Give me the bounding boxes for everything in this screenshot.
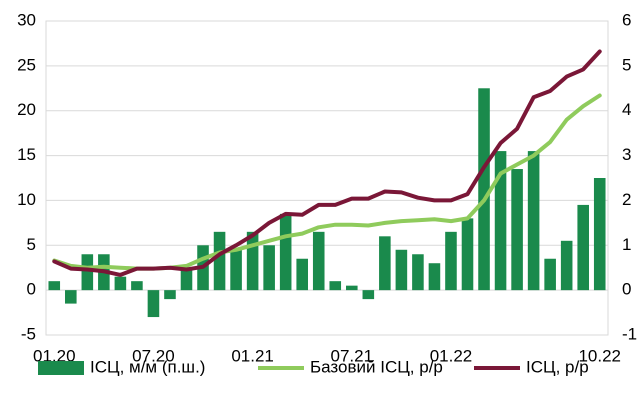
- bar: [114, 276, 127, 291]
- bar: [147, 290, 160, 318]
- bar: [395, 249, 408, 291]
- bar: [329, 281, 342, 291]
- bar: [296, 258, 308, 291]
- y-tick-label: 5: [27, 235, 36, 254]
- y2-tick-label: 2: [622, 190, 631, 209]
- bar: [279, 213, 292, 291]
- y2-tick-label: 3: [622, 145, 631, 164]
- bar: [213, 231, 226, 291]
- legend-label: Базовий ІСЦ, р/р: [310, 357, 443, 376]
- bar: [81, 254, 94, 291]
- bar: [593, 178, 606, 291]
- bar: [263, 245, 275, 291]
- bar: [511, 169, 523, 291]
- y2-tick-label: 4: [622, 100, 631, 119]
- x-tick-label: 10.22: [578, 346, 621, 365]
- bar: [346, 285, 358, 291]
- x-tick-label: 01.21: [231, 346, 274, 365]
- bar: [461, 218, 474, 291]
- y2-tick-label: -1: [622, 324, 637, 343]
- y2-tick-label: 6: [622, 10, 631, 29]
- bar: [164, 290, 176, 300]
- x-tick-label: 01.20: [33, 346, 76, 365]
- bar: [48, 281, 61, 291]
- y2-tick-label: 1: [622, 235, 631, 254]
- bar: [379, 236, 391, 291]
- bar: [577, 204, 589, 291]
- legend-label: ІСЦ, м/м (п.ш.): [90, 357, 205, 376]
- x-tick-label: 01.22: [430, 346, 473, 365]
- bar: [246, 231, 259, 291]
- bar: [230, 249, 242, 291]
- bar: [312, 231, 325, 291]
- y2-tick-label: 0: [622, 280, 631, 299]
- legend-label: ІСЦ, р/р: [526, 357, 589, 376]
- legend-swatch: [38, 361, 84, 375]
- x-tick-label: 07.20: [132, 346, 175, 365]
- bar: [131, 281, 143, 291]
- y-tick-label: -5: [21, 324, 36, 343]
- bar: [560, 240, 573, 291]
- bar: [180, 267, 193, 291]
- bar: [544, 258, 556, 291]
- bar: [362, 290, 375, 300]
- bar: [445, 231, 457, 291]
- y-tick-label: 15: [17, 145, 36, 164]
- bar: [527, 151, 540, 291]
- y-tick-label: 25: [17, 55, 36, 74]
- y-tick-label: 30: [17, 10, 36, 29]
- bar: [428, 263, 441, 291]
- bar: [478, 88, 490, 291]
- y-tick-label: 10: [17, 190, 36, 209]
- bar: [494, 151, 507, 291]
- x-tick-label: 07.21: [331, 346, 374, 365]
- y-tick-label: 20: [17, 100, 36, 119]
- line: [52, 49, 602, 277]
- bar: [65, 290, 77, 304]
- y2-tick-label: 5: [622, 55, 631, 74]
- plot-border: [45, 20, 609, 336]
- bar: [412, 254, 424, 291]
- y-tick-label: 0: [27, 280, 36, 299]
